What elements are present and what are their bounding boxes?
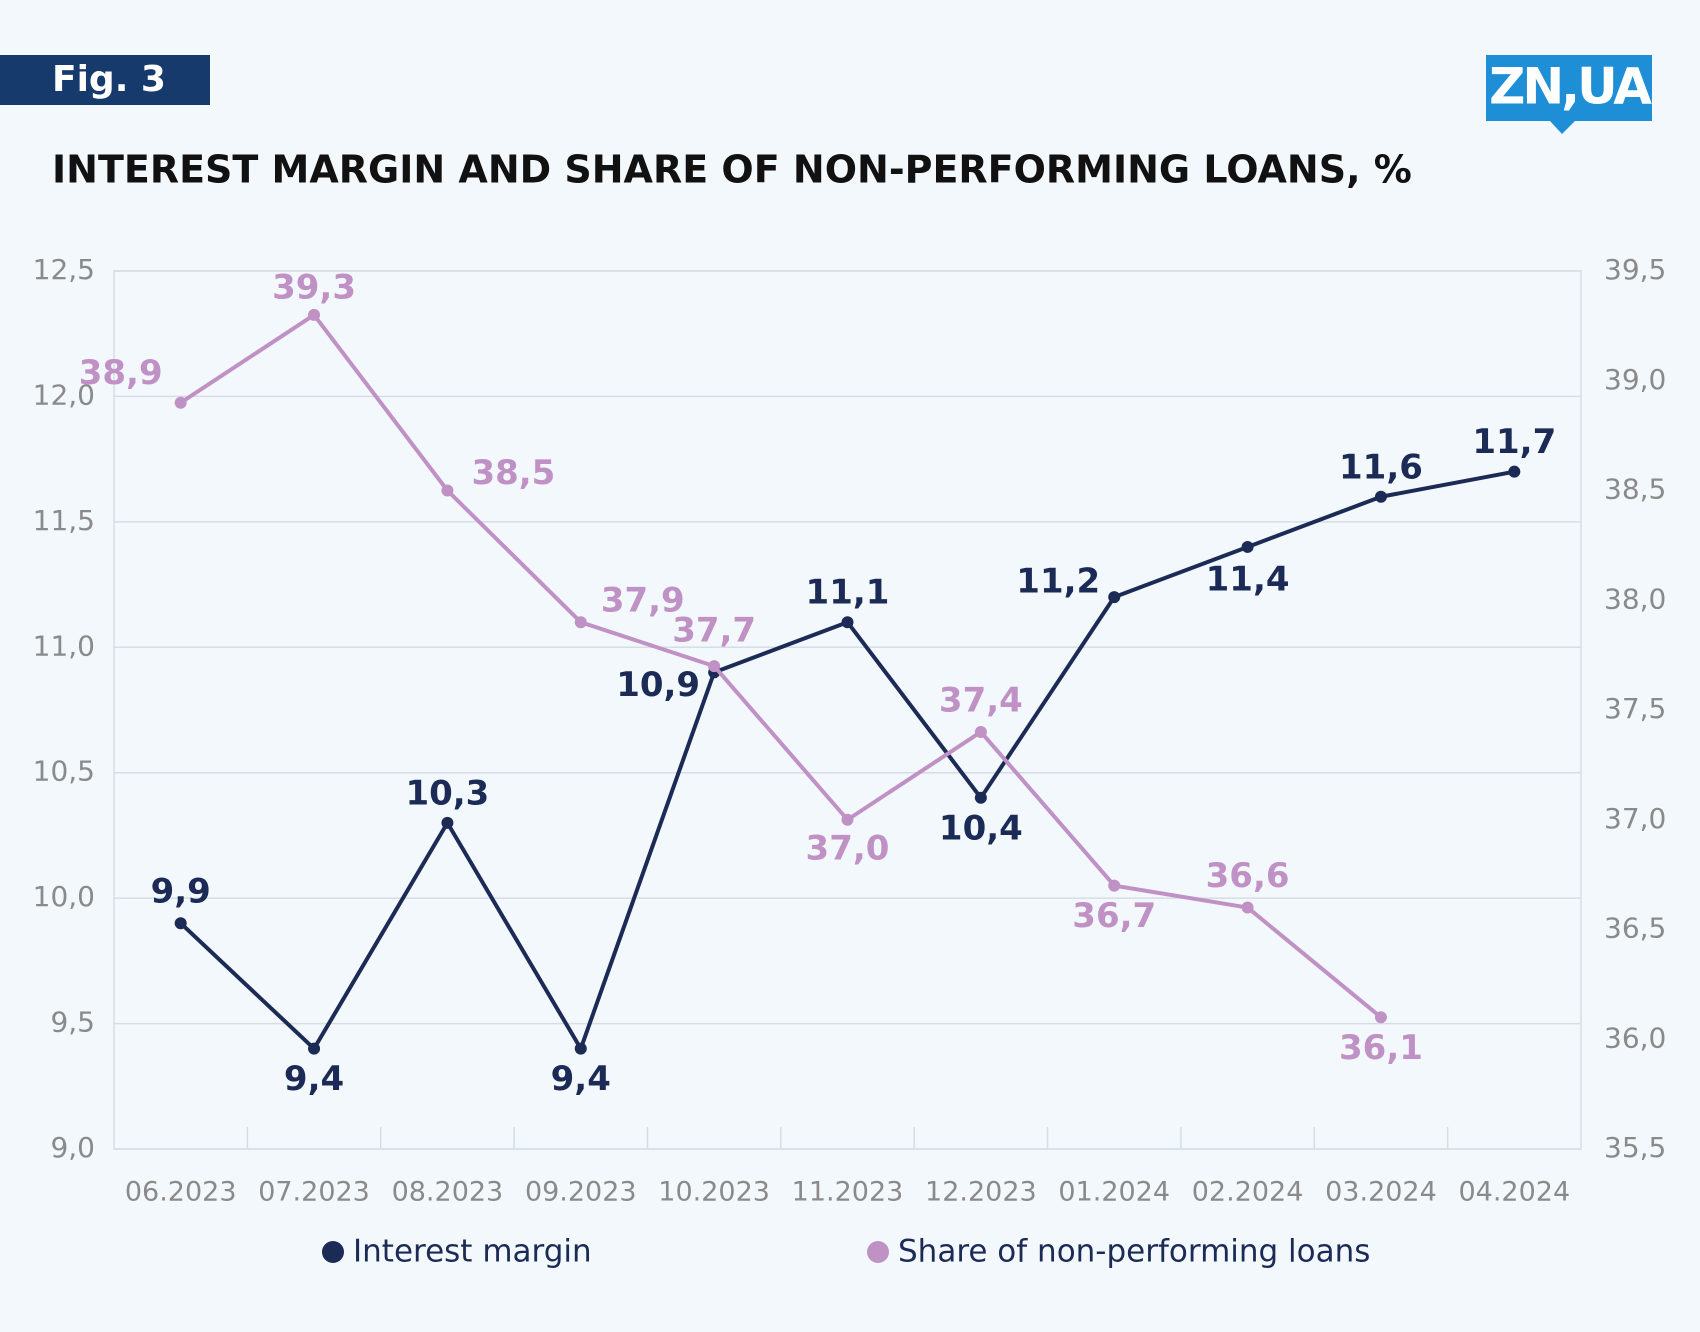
legend-marker — [867, 1241, 889, 1263]
y2-tick-label: 37,0 — [1604, 802, 1666, 835]
value-label: 10,3 — [405, 773, 489, 813]
value-label: 38,5 — [471, 453, 555, 493]
x-tick-label: 03.2024 — [1325, 1177, 1437, 1208]
value-label: 10,4 — [939, 808, 1023, 848]
data-point — [1108, 879, 1121, 892]
data-point — [708, 660, 721, 673]
logo-box — [1486, 55, 1652, 121]
y2-tick-label: 37,5 — [1604, 692, 1666, 725]
value-label: 11,2 — [1016, 562, 1100, 602]
value-label: 11,6 — [1339, 447, 1423, 487]
data-point — [1241, 901, 1254, 914]
data-point — [174, 396, 187, 409]
y2-tick-label: 39,0 — [1604, 363, 1666, 396]
value-label: 36,7 — [1072, 896, 1156, 936]
legend-label: Share of non-performing loans — [898, 1234, 1370, 1270]
x-tick-label: 10.2023 — [658, 1177, 770, 1208]
x-tick-label: 09.2023 — [525, 1177, 637, 1208]
y-tick-label: 11,5 — [33, 504, 95, 537]
value-label: 10,9 — [616, 665, 700, 705]
x-tick-label: 01.2024 — [1058, 1177, 1170, 1208]
figure-label: Fig. 3 — [52, 59, 166, 100]
x-tick-label: 06.2023 — [125, 1177, 237, 1208]
x-tick-label: 12.2023 — [925, 1177, 1037, 1208]
data-point — [1374, 490, 1387, 503]
data-point — [1508, 465, 1521, 478]
data-point — [1374, 1011, 1387, 1024]
value-label: 37,7 — [672, 611, 756, 651]
series-line — [179, 312, 1383, 1019]
data-point — [974, 791, 987, 804]
chart-title: INTEREST MARGIN AND SHARE OF NON-PERFORM… — [52, 148, 1412, 192]
data-point — [841, 616, 854, 629]
y-tick-label: 11,0 — [33, 629, 95, 662]
legend-marker — [322, 1241, 344, 1263]
data-point — [1108, 591, 1121, 604]
y-tick-label: 10,5 — [33, 755, 95, 788]
data-point — [441, 816, 454, 829]
y-tick-label: 12,0 — [33, 378, 95, 411]
value-label: 37,0 — [806, 828, 890, 868]
y-tick-label: 9,5 — [50, 1006, 95, 1039]
data-point — [841, 813, 854, 826]
data-point — [1241, 540, 1254, 553]
x-tick-label: 11.2023 — [792, 1177, 904, 1208]
data-point — [441, 484, 454, 497]
value-label: 36,6 — [1206, 856, 1290, 896]
x-tick-label: 07.2023 — [258, 1177, 370, 1208]
data-point — [174, 917, 187, 930]
y2-tick-label: 36,5 — [1604, 912, 1666, 945]
value-label: 11,4 — [1206, 559, 1290, 599]
value-label: 36,1 — [1339, 1028, 1423, 1068]
y-tick-label: 9,0 — [50, 1131, 95, 1164]
data-point — [308, 1042, 321, 1055]
y2-tick-label: 39,5 — [1604, 253, 1666, 286]
value-label: 11,1 — [806, 573, 890, 613]
value-label: 38,9 — [79, 353, 163, 393]
data-point — [308, 308, 321, 321]
logo-tail — [1550, 121, 1575, 134]
data-point — [574, 1042, 587, 1055]
y2-tick-label: 38,0 — [1604, 582, 1666, 615]
value-label: 39,3 — [272, 267, 356, 307]
y2-tick-label: 36,0 — [1604, 1021, 1666, 1054]
value-label: 9,4 — [284, 1059, 344, 1099]
value-label: 11,7 — [1472, 422, 1556, 462]
figure-badge — [0, 55, 210, 105]
data-point — [974, 725, 987, 738]
value-label: 37,4 — [939, 680, 1023, 720]
y2-tick-label: 35,5 — [1604, 1131, 1666, 1164]
legend-label: Interest margin — [353, 1234, 592, 1270]
y-tick-label: 12,5 — [33, 253, 95, 286]
x-tick-label: 04.2024 — [1458, 1177, 1570, 1208]
logo: ZN,UA — [1489, 58, 1652, 116]
data-point — [574, 616, 587, 629]
y2-tick-label: 38,5 — [1604, 473, 1666, 506]
x-tick-label: 02.2024 — [1192, 1177, 1304, 1208]
value-label: 37,9 — [601, 581, 685, 621]
x-tick-label: 08.2023 — [392, 1177, 504, 1208]
y-tick-label: 10,0 — [33, 880, 95, 913]
value-label: 9,9 — [151, 872, 211, 912]
value-label: 9,4 — [551, 1059, 611, 1099]
